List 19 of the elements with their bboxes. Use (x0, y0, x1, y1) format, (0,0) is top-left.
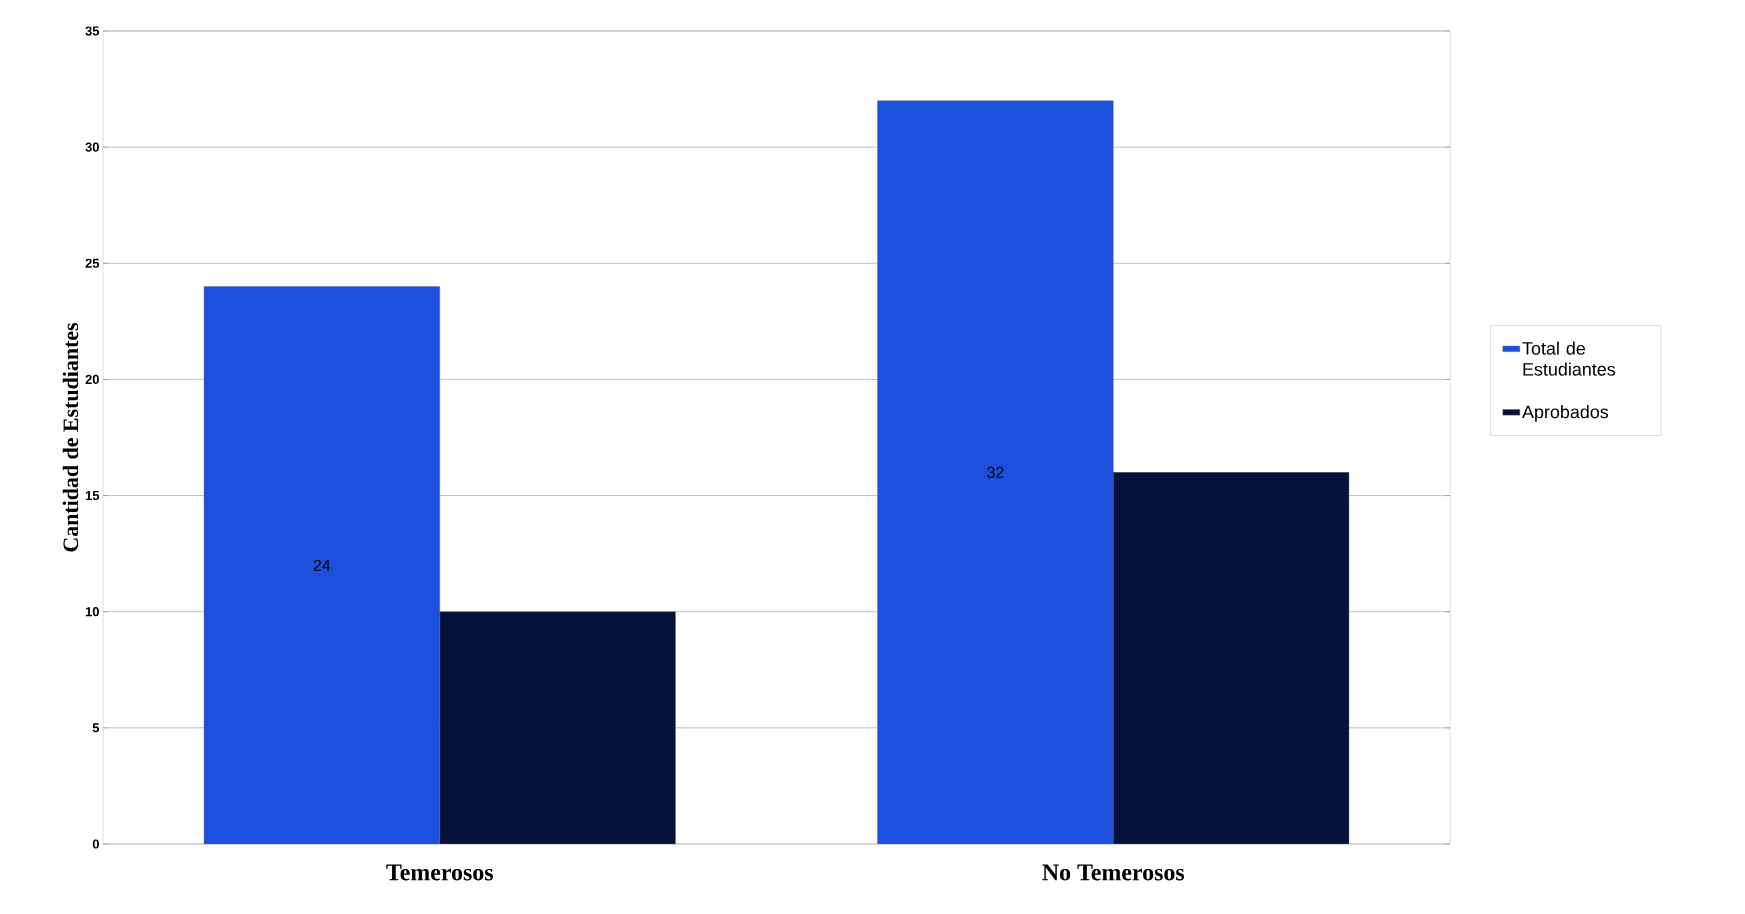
y-tick-label: 25 (85, 258, 100, 268)
legend-label: Aprobados (1522, 405, 1609, 422)
y-tick-label: 10 (85, 607, 99, 617)
x-tick-label: Temerosos (386, 864, 493, 881)
y-tick-label: 20 (85, 374, 99, 385)
bar (439, 611, 676, 844)
y-tick-label: 5 (92, 723, 100, 733)
x-tick-label: No Temerosos (1042, 864, 1185, 881)
legend-label: Total de Estudiantes (1522, 341, 1616, 376)
y-tick-label: 30 (85, 142, 99, 152)
y-tick-label: 35 (85, 26, 100, 36)
bar (1113, 472, 1350, 844)
data-label: 24 (313, 559, 331, 571)
bar (203, 286, 440, 844)
data-label: 32 (987, 466, 1004, 478)
y-tick-label: 15 (85, 491, 100, 501)
y-tick-label: 0 (92, 839, 99, 849)
bar (877, 100, 1114, 844)
y-axis-title: Cantidad de Estudiantes (62, 322, 79, 552)
